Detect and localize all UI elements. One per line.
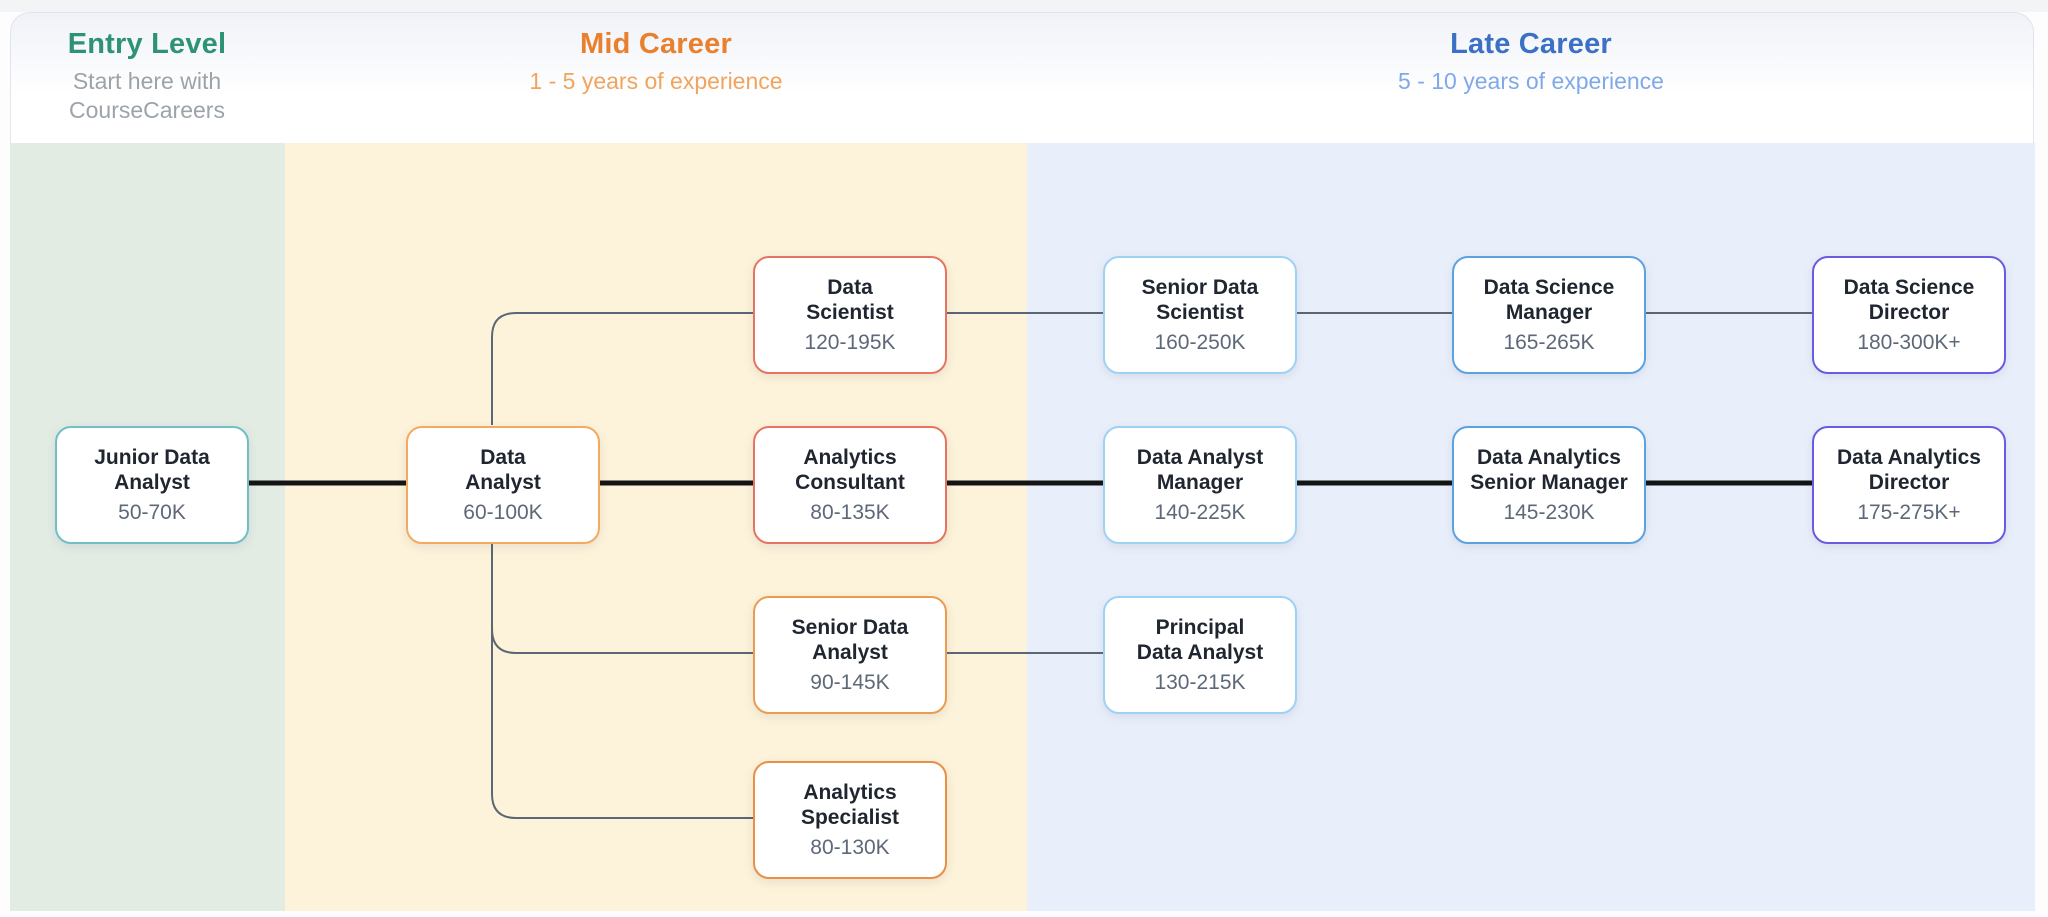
node-salary: 60-100K bbox=[463, 501, 543, 525]
node-data-analyst-manager[interactable]: Data Analyst Manager 140-225K bbox=[1103, 426, 1297, 544]
node-salary: 80-130K bbox=[810, 836, 890, 860]
node-salary: 120-195K bbox=[804, 331, 896, 355]
page-top-strip bbox=[0, 0, 2048, 12]
node-title: Senior Data Analyst bbox=[791, 615, 909, 664]
node-principal-data-analyst[interactable]: Principal Data Analyst 130-215K bbox=[1103, 596, 1297, 714]
stage-title: Entry Level bbox=[67, 28, 227, 60]
stage-header-card bbox=[10, 12, 2034, 144]
node-data-analyst[interactable]: Data Analyst 60-100K bbox=[406, 426, 600, 544]
stage-header-mid-career: Mid Career 1 - 5 years of experience bbox=[456, 28, 856, 96]
node-title: Data Analyst bbox=[465, 445, 541, 494]
node-junior-data-analyst[interactable]: Junior Data Analyst 50-70K bbox=[55, 426, 249, 544]
stage-header-late-career: Late Career 5 - 10 years of experience bbox=[1331, 28, 1731, 96]
node-data-science-manager[interactable]: Data Science Manager 165-265K bbox=[1452, 256, 1646, 374]
stage-header-entry-level: Entry Level Start here with CourseCareer… bbox=[0, 28, 347, 125]
node-salary: 175-275K+ bbox=[1857, 501, 1961, 525]
node-title: Data Scientist bbox=[806, 275, 894, 324]
node-title: Data Analyst Manager bbox=[1136, 445, 1264, 494]
node-analytics-specialist[interactable]: Analytics Specialist 80-130K bbox=[753, 761, 947, 879]
node-senior-data-scientist[interactable]: Senior Data Scientist 160-250K bbox=[1103, 256, 1297, 374]
stage-subtitle: Start here with CourseCareers bbox=[69, 68, 225, 123]
node-title: Data Science Manager bbox=[1483, 275, 1615, 324]
node-title: Data Science Director bbox=[1843, 275, 1975, 324]
node-title: Junior Data Analyst bbox=[94, 445, 210, 494]
stage-subtitle: 1 - 5 years of experience bbox=[529, 68, 783, 94]
node-title: Analytics Specialist bbox=[800, 780, 900, 829]
edge-data-analyst-to-data-scientist-row bbox=[491, 312, 1812, 425]
node-salary: 180-300K+ bbox=[1857, 331, 1961, 355]
node-senior-data-analyst[interactable]: Senior Data Analyst 90-145K bbox=[753, 596, 947, 714]
node-title: Data Analytics Senior Manager bbox=[1470, 445, 1628, 494]
node-salary: 145-230K bbox=[1503, 501, 1595, 525]
node-title: Senior Data Scientist bbox=[1141, 275, 1259, 324]
node-salary: 160-250K bbox=[1154, 331, 1246, 355]
node-title: Data Analytics Director bbox=[1837, 445, 1981, 494]
node-data-scientist[interactable]: Data Scientist 120-195K bbox=[753, 256, 947, 374]
node-salary: 50-70K bbox=[118, 501, 186, 525]
node-title: Analytics Consultant bbox=[795, 445, 905, 494]
node-salary: 140-225K bbox=[1154, 501, 1246, 525]
node-data-analytics-director[interactable]: Data Analytics Director 175-275K+ bbox=[1812, 426, 2006, 544]
node-analytics-consultant[interactable]: Analytics Consultant 80-135K bbox=[753, 426, 947, 544]
stage-title: Mid Career bbox=[580, 28, 732, 60]
node-data-analytics-senior-manager[interactable]: Data Analytics Senior Manager 145-230K bbox=[1452, 426, 1646, 544]
node-data-science-director[interactable]: Data Science Director 180-300K+ bbox=[1812, 256, 2006, 374]
edge-data-analyst-to-analytics-specialist bbox=[491, 540, 753, 819]
node-salary: 90-145K bbox=[810, 671, 890, 695]
node-salary: 165-265K bbox=[1503, 331, 1595, 355]
node-salary: 130-215K bbox=[1154, 671, 1246, 695]
stage-subtitle: 5 - 10 years of experience bbox=[1398, 68, 1664, 94]
node-salary: 80-135K bbox=[810, 501, 890, 525]
node-title: Principal Data Analyst bbox=[1136, 615, 1264, 664]
stage-title: Late Career bbox=[1450, 28, 1612, 60]
